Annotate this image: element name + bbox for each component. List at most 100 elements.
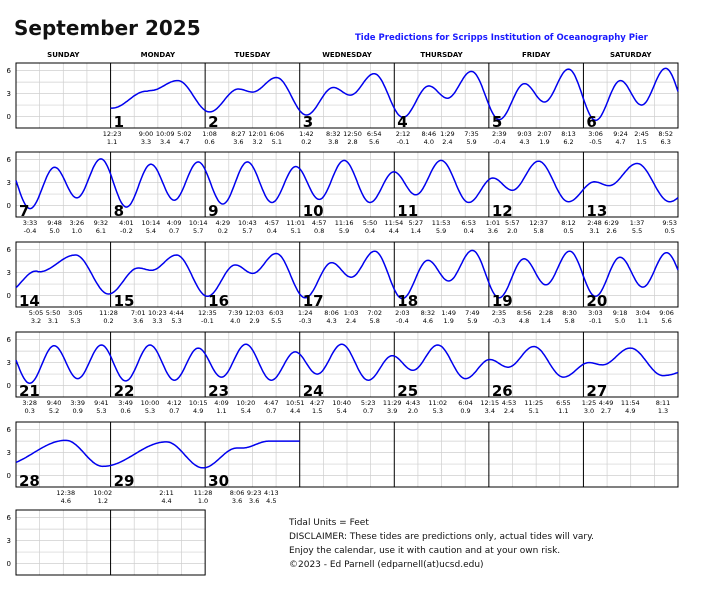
- units-note: Tidal Units = Feet: [289, 518, 369, 528]
- tide-time: 8:52: [658, 130, 673, 138]
- tide-time: 7:01: [131, 309, 146, 317]
- tide-height: 3.3: [152, 317, 162, 325]
- day-number: 18: [397, 292, 418, 310]
- tide-time: 4:43: [406, 399, 421, 407]
- tide-height: 1.0: [72, 227, 82, 235]
- tide-height: 0.7: [363, 407, 373, 415]
- tide-height: -0.1: [201, 317, 214, 325]
- tide-time: 5:02: [177, 130, 192, 138]
- tide-height: 3.6: [249, 497, 259, 505]
- tide-time: 4:13: [264, 489, 279, 497]
- enjoy-note: Enjoy the calendar, use it with caution …: [289, 546, 561, 556]
- tide-height: 4.3: [519, 138, 529, 146]
- tide-time: 4:57: [312, 219, 327, 227]
- y-axis-tick: 3: [7, 179, 11, 187]
- tide-height: 0.7: [266, 407, 276, 415]
- tide-time: 6:55: [556, 399, 571, 407]
- tide-time: 9:24: [613, 130, 628, 138]
- week-row-frame: [15, 62, 679, 129]
- tide-height: 3.1: [589, 227, 599, 235]
- tide-height: 1.4: [411, 227, 421, 235]
- y-axis-tick: 0: [7, 292, 11, 300]
- tide-time: 8:30: [562, 309, 577, 317]
- y-axis-tick: 0: [7, 202, 11, 210]
- tide-time: 4:29: [215, 219, 230, 227]
- day-number: 5: [492, 113, 502, 131]
- tide-time: 10:51: [286, 399, 305, 407]
- tide-time: 11:54: [385, 219, 404, 227]
- tide-time: 8:06: [324, 309, 339, 317]
- tide-time: 6:06: [269, 130, 284, 138]
- tide-height: 5.5: [271, 317, 281, 325]
- tide-time: 9:23: [247, 489, 262, 497]
- tide-time: 10:00: [141, 399, 160, 407]
- tide-height: 5.4: [241, 407, 251, 415]
- day-number: 20: [586, 292, 607, 310]
- y-axis-tick: 3: [7, 359, 11, 367]
- tide-time: 7:02: [367, 309, 382, 317]
- tide-height: 5.0: [49, 227, 59, 235]
- tide-height: 1.1: [558, 407, 568, 415]
- tide-time: 12:38: [56, 489, 75, 497]
- tide-time: 4:53: [502, 399, 517, 407]
- tide-time: 12:35: [198, 309, 217, 317]
- tide-time: 4:09: [167, 219, 182, 227]
- week-row-frame: [15, 151, 679, 218]
- footer-notes: Tidal Units = Feet DISCLAIMER: These tid…: [289, 516, 594, 572]
- day-number: 27: [586, 382, 607, 400]
- tide-height: 0.4: [464, 227, 474, 235]
- day-number: 1: [114, 113, 124, 131]
- tide-time: 1:49: [441, 309, 456, 317]
- tide-height: 2.7: [601, 407, 611, 415]
- tide-height: 5.1: [529, 407, 539, 415]
- tide-height: 5.7: [193, 227, 203, 235]
- tide-time: 5:05: [29, 309, 44, 317]
- day-number: 7: [19, 202, 29, 220]
- tide-height: 4.4: [290, 407, 300, 415]
- day-number: 25: [397, 382, 418, 400]
- day-number: 15: [114, 292, 135, 310]
- day-number: 26: [492, 382, 513, 400]
- tide-time: 8:06: [230, 489, 245, 497]
- tide-height: 5.9: [467, 317, 477, 325]
- tide-time: 8:56: [517, 309, 532, 317]
- disclaimer-note: DISCLAIMER: These tides are predictions …: [289, 532, 595, 542]
- tide-height: -0.4: [396, 317, 409, 325]
- tide-time: 2:39: [492, 130, 507, 138]
- tide-height: 5.3: [145, 407, 155, 415]
- tide-time: 10:14: [142, 219, 161, 227]
- tide-time: 6:29: [604, 219, 619, 227]
- y-axis-tick: 6: [7, 514, 12, 522]
- page-title: September 2025: [14, 16, 201, 40]
- tide-time: 2:48: [587, 219, 602, 227]
- tide-height: 4.9: [625, 407, 635, 415]
- tide-time: 7:35: [464, 130, 479, 138]
- tide-height: 1.5: [312, 407, 322, 415]
- tide-time: 8:12: [561, 219, 576, 227]
- tide-time: 2:07: [537, 130, 552, 138]
- tide-time: 9:40: [47, 399, 62, 407]
- tide-height: -0.1: [397, 138, 410, 146]
- weekday-header: TUESDAY: [234, 51, 271, 59]
- tide-height: 4.4: [161, 497, 171, 505]
- tide-height: -0.4: [493, 138, 506, 146]
- tide-time: 3:39: [70, 399, 85, 407]
- tide-time: 11:28: [99, 309, 118, 317]
- tide-time: 5:23: [361, 399, 376, 407]
- tide-height: 3.1: [48, 317, 58, 325]
- day-number: 2: [208, 113, 218, 131]
- tide-time: 4:27: [310, 399, 325, 407]
- y-axis-tick: 6: [7, 67, 12, 75]
- y-axis-tick: 6: [7, 426, 12, 434]
- tide-height: 0.8: [314, 227, 324, 235]
- day-number: 24: [303, 382, 324, 400]
- tide-time: 12:15: [480, 399, 499, 407]
- tide-height: 5.1: [291, 227, 301, 235]
- tide-time: 9:00: [139, 130, 154, 138]
- tide-time: 7:49: [465, 309, 480, 317]
- tide-height: 4.9: [193, 407, 203, 415]
- tide-time: 4:49: [599, 399, 614, 407]
- day-number: 28: [19, 472, 40, 490]
- tide-height: 3.2: [31, 317, 41, 325]
